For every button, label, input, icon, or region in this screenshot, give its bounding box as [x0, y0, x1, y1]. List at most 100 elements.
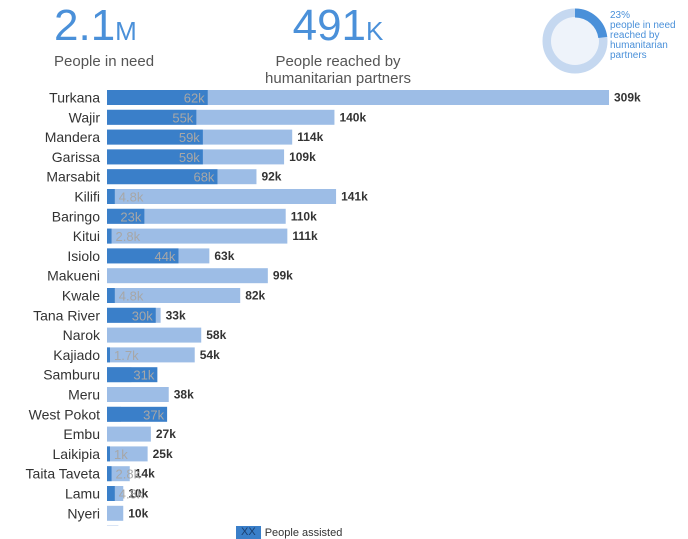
people-reached-value: 491: [292, 1, 367, 50]
need-value-label: 82k: [245, 289, 265, 303]
county-label: Tharaka-Nithi: [16, 525, 100, 526]
reached-percentage-donut: [542, 8, 608, 74]
county-label: Embu: [63, 426, 100, 442]
need-value-label: 110k: [291, 209, 317, 223]
assisted-bar: [107, 446, 110, 462]
assisted-value-label: 55k: [172, 110, 193, 125]
need-value-label: 109k: [289, 150, 316, 164]
county-label: Kilifi: [74, 189, 100, 205]
people-reached-label-1: People reached by: [275, 53, 401, 70]
assisted-bar: [107, 486, 115, 501]
assisted-bar: [107, 347, 110, 363]
donut-label-line: people in need: [610, 20, 676, 31]
donut-reached-arc: [574, 8, 608, 39]
people-in-need-unit: M: [115, 16, 137, 46]
people-in-need-value: 2.1: [54, 1, 116, 50]
need-value-label: 140k: [339, 110, 366, 124]
need-bar: [107, 505, 124, 521]
assisted-value-label: 59k: [179, 150, 200, 165]
need-bar: [107, 327, 202, 343]
county-label: West Pokot: [29, 406, 100, 422]
county-label: Kwale: [62, 288, 100, 304]
people-reached-stat: 491K People reached by humanitarian part…: [250, 1, 426, 88]
need-value-label: 92k: [261, 170, 281, 184]
county-label: Marsabit: [46, 169, 100, 185]
assisted-bar: [107, 129, 203, 145]
county-label: Kitui: [73, 228, 100, 244]
need-value-label: 25k: [153, 447, 173, 461]
need-value-label: 54k: [200, 348, 220, 362]
need-value-label: 33k: [166, 308, 186, 322]
assisted-value-label: 44k: [154, 249, 175, 264]
assisted-bar: [107, 169, 218, 185]
assisted-bar: [107, 367, 158, 383]
county-label: Tana River: [33, 307, 100, 323]
legend-label: People assisted: [264, 526, 343, 539]
donut-label-line: partners: [610, 50, 647, 61]
county-label: Mandera: [45, 129, 100, 145]
need-value-label: 111k: [292, 229, 318, 243]
need-value-label: 99k: [273, 269, 293, 283]
assisted-bar: [107, 208, 145, 224]
assisted-value-label: 1.7k: [114, 348, 139, 363]
need-bar: [107, 288, 241, 303]
donut-fill: [551, 17, 599, 65]
need-bar: [107, 466, 130, 482]
donut-label-line: reached by: [610, 30, 660, 41]
legend: XX People assisted: [236, 526, 342, 539]
county-label: Narok: [63, 327, 101, 343]
assisted-value-label: 62k: [184, 91, 205, 106]
assisted-value-label: 37k: [143, 407, 164, 422]
need-bar: [107, 347, 195, 363]
county-label: Taita Taveta: [26, 466, 101, 482]
need-value-label: 63k: [214, 249, 234, 263]
county-label: Meru: [68, 387, 100, 403]
need-bar: [107, 189, 337, 204]
people-in-need-label: People in need: [54, 53, 155, 70]
county-label: Makueni: [47, 268, 100, 284]
need-value-label: 10k: [128, 506, 148, 520]
need-bar: [107, 90, 609, 105]
assisted-value-label: 30k: [132, 308, 153, 323]
assisted-value-label: 2.8k: [116, 229, 141, 244]
donut-label-line: 23%: [610, 10, 631, 21]
county-label: Laikipia: [53, 446, 101, 462]
people-reached-label-2: humanitarian partners: [265, 70, 411, 87]
assisted-value-label: 4.8k: [119, 289, 144, 304]
county-label: Kajiado: [53, 347, 100, 363]
assisted-bar: [107, 248, 179, 264]
need-bar: [107, 387, 169, 402]
need-bar: [107, 208, 286, 224]
county-label: Baringo: [52, 208, 100, 224]
assisted-value-label: 1k: [114, 447, 128, 462]
county-label: Garissa: [52, 149, 100, 165]
need-value-label: 58k: [206, 328, 226, 342]
assisted-value-label: 68k: [193, 170, 214, 185]
assisted-bar: [107, 466, 112, 482]
donut-label: 23% people in need reached by humanitari…: [610, 11, 688, 61]
assisted-value-label: 4.8k: [119, 190, 144, 205]
assisted-bar: [107, 109, 197, 125]
assisted-value-label: 23k: [120, 209, 141, 224]
people-reached-unit: K: [366, 16, 384, 46]
county-label: Isiolo: [67, 248, 100, 264]
assisted-bar: [107, 228, 112, 244]
need-value-label: 38k: [174, 388, 194, 402]
need-value-label: 14k: [135, 467, 155, 481]
assisted-bar: [107, 307, 156, 323]
county-bar-chart: Turkana 309k 62k Wajir 140k 55k Mandera 114k 59k…: [16, 90, 641, 526]
assisted-bar: [107, 288, 115, 303]
need-bar: [107, 228, 288, 244]
need-value-label: 114k: [297, 130, 323, 144]
county-label: Lamu: [65, 486, 100, 502]
legend-swatch: XX: [236, 526, 261, 539]
assisted-value-label: 2.8k: [116, 467, 141, 482]
need-value-label: 309k: [614, 91, 641, 105]
donut-label-line: humanitarian: [610, 40, 668, 51]
county-label: Nyeri: [67, 505, 100, 521]
need-bar: [107, 268, 268, 284]
assisted-value-label: 59k: [179, 130, 200, 145]
need-value-label: 141k: [341, 190, 368, 204]
need-bar: [107, 426, 151, 442]
assisted-bar: [107, 189, 115, 204]
